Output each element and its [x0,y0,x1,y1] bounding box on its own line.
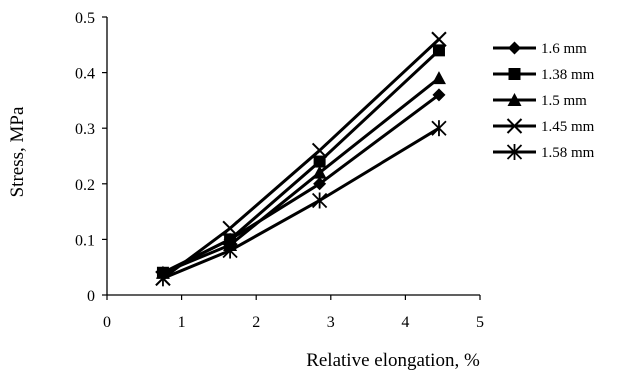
y-axis-title: Stress, MPa [7,106,28,197]
legend-label: 1.58 mm [541,145,595,161]
legend-label: 1.5 mm [541,93,587,109]
axes: 0 1 2 3 4 5 0 0.1 0.2 0.3 0.4 0.5 [75,10,484,331]
x-axis-title: Relative elongation, % [306,350,480,371]
x-tick-label: 1 [178,314,186,331]
x-tick-label: 3 [327,314,335,331]
y-tick-label: 0 [87,288,95,305]
y-tick-label: 0.4 [75,66,95,83]
legend-marker [508,41,521,55]
data-point [432,44,445,57]
legend-marker [507,93,522,106]
legend: 1.6 mm 1.38 mm 1.5 mm 1.45 mm 1.58 mm [493,41,595,161]
legend-label: 1.38 mm [541,67,595,83]
data-point [155,270,171,287]
data-point [311,142,328,159]
legend-label: 1.45 mm [541,119,595,135]
series-line [162,126,440,280]
x-tick-label: 0 [103,314,111,331]
y-tick-label: 0.5 [75,10,95,27]
series-3 [155,31,447,287]
data-point [431,71,446,85]
y-tick-label: 0.1 [75,232,95,249]
data-point [311,192,328,209]
data-point [313,177,327,191]
y-tick-label: 0.2 [75,177,95,194]
legend-item: 1.45 mm [493,118,595,135]
legend-item: 1.5 mm [493,93,587,109]
legend-label: 1.6 mm [541,41,587,57]
data-point [312,165,327,179]
series-2 [155,71,446,279]
series-1 [156,44,445,279]
data-point [222,242,238,259]
legend-item: 1.38 mm [493,67,595,83]
data-point [431,31,447,47]
data-point [222,220,238,236]
data-point [313,155,326,168]
legend-item: 1.58 mm [493,144,595,161]
data-point [432,88,446,102]
x-tick-label: 5 [476,314,484,331]
legend-marker [506,144,523,160]
y-tick-label: 0.3 [75,121,95,138]
series-layer [155,31,447,287]
series-4 [155,120,447,287]
series-line [162,49,440,275]
data-point [431,120,447,137]
legend-item: 1.6 mm [493,41,587,57]
legend-marker [508,68,521,80]
series-line [162,76,440,275]
x-tick-label: 4 [401,314,409,331]
legend-marker [506,118,523,134]
series-line [162,38,440,280]
x-tick-label: 2 [252,314,260,331]
